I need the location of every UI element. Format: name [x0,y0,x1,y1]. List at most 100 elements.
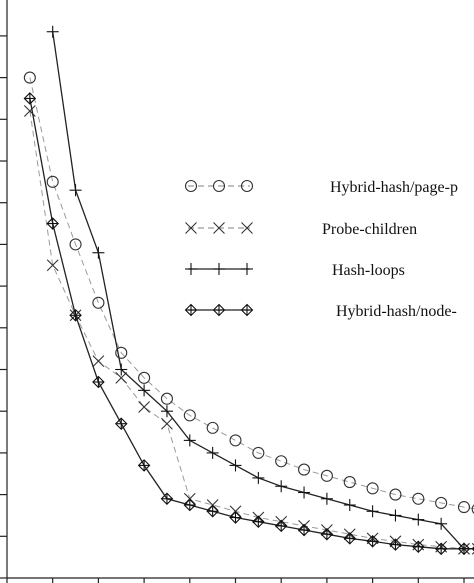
data-point [457,501,471,514]
data-point [23,105,36,117]
data-point [212,179,226,193]
legend-item: Hybrid-hash/page-p [184,179,458,196]
data-point [412,540,425,554]
point-circle [457,501,471,514]
data-point [206,446,219,459]
point-cross-b [23,105,36,117]
data-point [138,384,151,397]
series-3 [46,25,474,555]
data-point [274,519,288,533]
data-point [69,184,82,197]
data-point [138,401,150,413]
point-circle [297,463,311,476]
point-cross-b [213,222,225,234]
data-point [471,504,474,514]
data-point [161,417,173,430]
legend-item: Hash-loops [185,262,405,279]
point-circle [320,469,333,482]
data-point [389,538,402,551]
legend-item: Hybrid-hash/node- [184,303,457,320]
data-point [297,523,311,537]
data-point [137,459,151,472]
data-point [343,532,357,545]
data-point [114,417,128,430]
legend-label: Hybrid-hash/page-p [330,179,458,196]
point-cross-b [92,355,105,368]
x-tick-group [6,578,465,583]
data-point [298,486,311,499]
data-point [183,498,197,512]
data-point [457,542,471,556]
data-point [241,222,253,234]
data-point [229,434,242,447]
series-line [29,98,474,550]
legend-item: Probe-children [185,221,417,238]
data-point [92,296,105,309]
data-point [183,434,196,447]
point-circle [183,409,196,422]
data-point [343,476,356,489]
data-point [241,263,253,275]
series-line [29,110,474,550]
data-point [252,446,265,459]
data-point [184,303,198,317]
series-line [52,31,474,550]
data-point [160,492,174,506]
data-point [185,263,197,275]
point-circle [69,238,82,251]
data-point [366,482,379,495]
legend: Hybrid-hash/page-p Probe-children Hash-loo… [184,179,458,320]
data-point [69,238,82,251]
point-circle [160,392,173,405]
data-point [412,513,425,526]
point-circle [115,346,128,359]
data-point [435,496,448,509]
data-point [252,471,265,484]
data-point [389,488,402,501]
point-circle [46,175,59,188]
point-cross-b [185,222,197,234]
data-point [275,480,288,493]
data-point [275,455,288,468]
data-point [320,527,334,541]
point-circle [23,71,36,84]
data-point [115,371,128,384]
legend-label: Hash-loops [332,262,405,279]
data-point [46,217,59,230]
point-circle [92,296,105,309]
data-point [115,363,128,376]
point-circle [212,179,226,193]
point-circle [138,371,151,384]
point-circle [252,446,265,459]
data-point [366,535,379,548]
data-point [212,303,226,317]
legend-label: Hybrid-hash/node- [336,303,457,320]
point-cross-b [138,401,150,413]
data-point [160,392,173,405]
data-point [389,509,402,522]
data-point [92,246,105,259]
point-circle [240,179,254,193]
point-cross-b [161,417,173,430]
data-point [92,375,105,389]
y-tick-group [0,35,7,579]
point-circle [366,482,379,495]
data-point [23,71,36,84]
data-point [206,505,219,518]
point-circle [229,434,242,447]
data-point [160,405,173,418]
data-point [252,515,265,528]
data-point [46,175,59,188]
series-4 [23,92,474,556]
data-point [240,179,254,193]
data-point [46,259,59,272]
point-circle [275,455,288,468]
point-cross-b [241,222,253,234]
data-point [69,309,82,322]
data-point [213,222,225,234]
legend-label: Probe-children [322,221,417,238]
data-point [412,492,425,505]
data-point [366,505,379,518]
data-point [46,25,59,38]
